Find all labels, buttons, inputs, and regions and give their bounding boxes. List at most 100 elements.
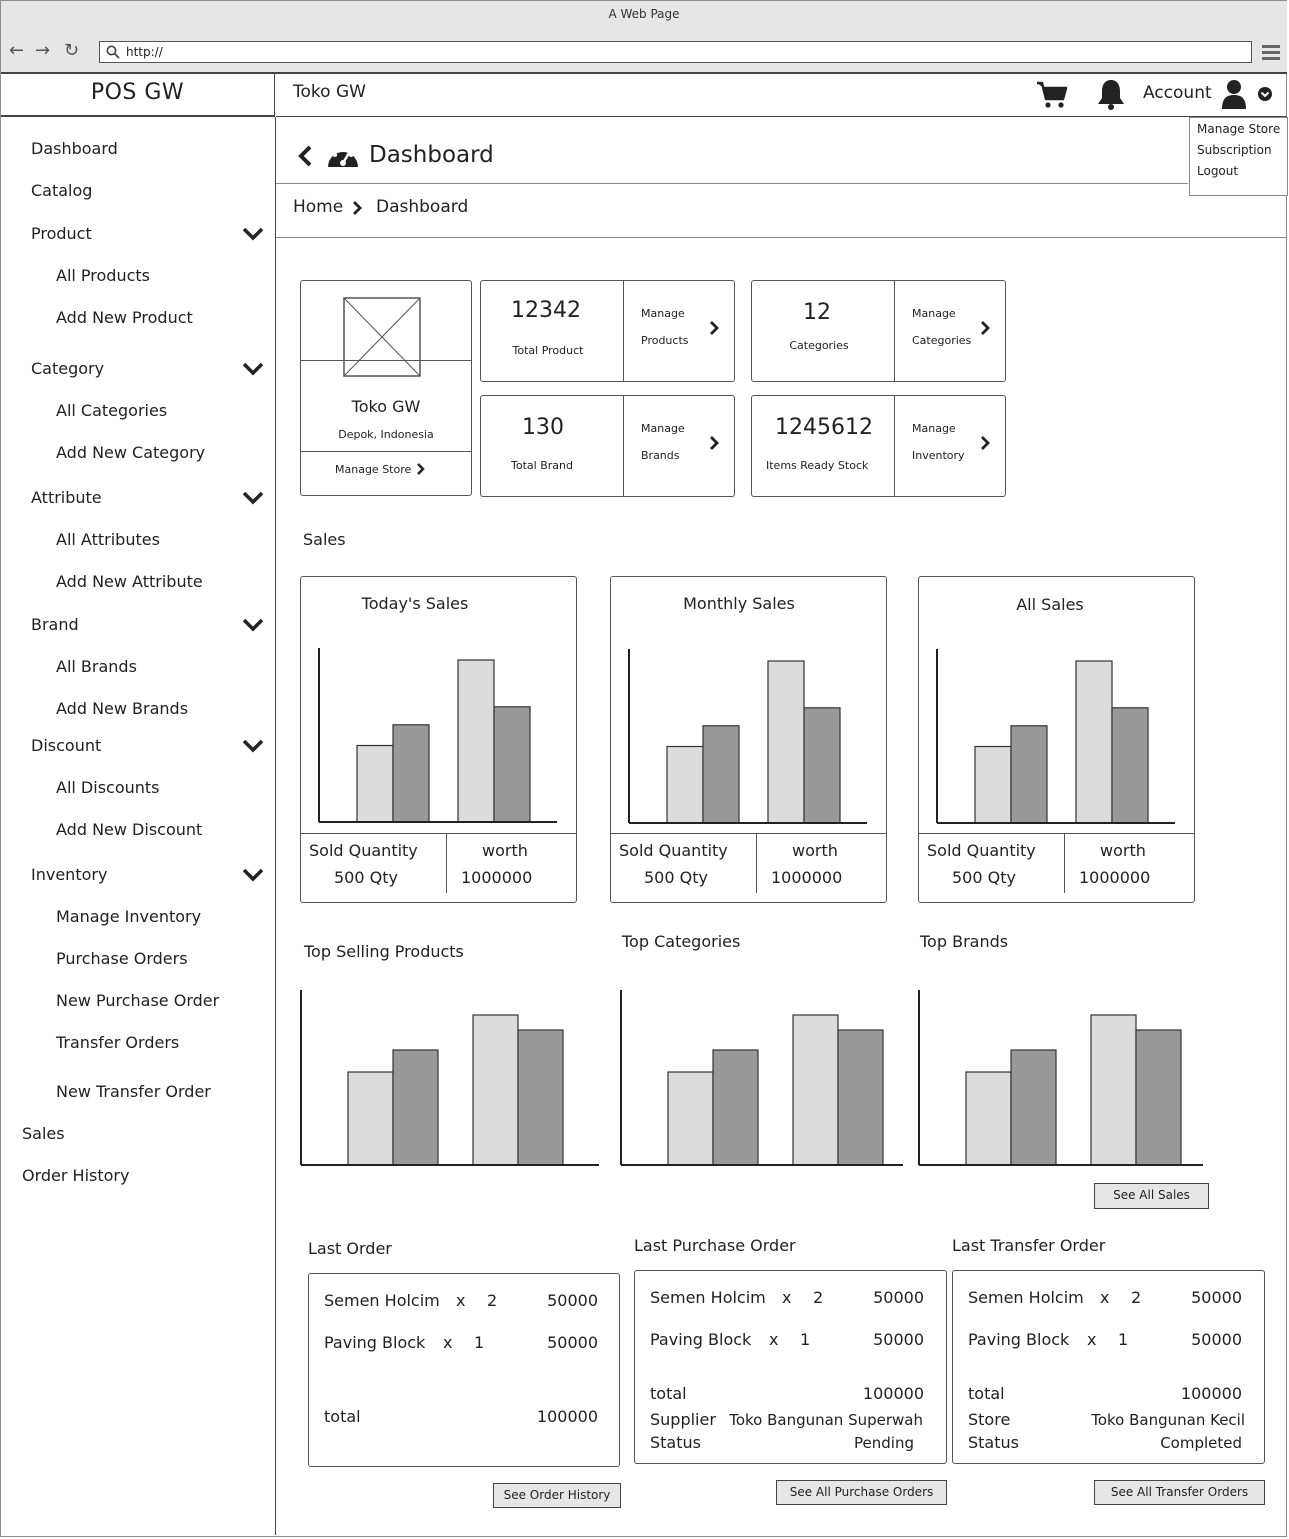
sidebar-item-brand[interactable]: Brand <box>31 615 79 634</box>
sales-chart-today <box>318 648 557 823</box>
order-item-name: Paving Block <box>650 1330 752 1349</box>
chevron-right-icon[interactable] <box>708 320 720 336</box>
chevron-down-icon[interactable] <box>242 490 264 506</box>
hamburger-icon[interactable] <box>1262 45 1280 63</box>
store-card-divider <box>300 451 472 452</box>
manage-store-link[interactable]: Manage Store <box>335 463 412 476</box>
sidebar-item-add-new-brands[interactable]: Add New Brands <box>56 699 189 718</box>
chevron-right-icon[interactable] <box>979 435 991 451</box>
sidebar-item-purchase-orders[interactable]: Purchase Orders <box>56 949 188 968</box>
header-divider <box>276 183 1188 184</box>
stat-link-line2[interactable]: Inventory <box>912 449 965 462</box>
breadcrumb-home[interactable]: Home <box>293 197 344 217</box>
chart-bar <box>472 1014 519 1166</box>
menu-item-manage-store[interactable]: Manage Store <box>1197 122 1281 136</box>
see-all-purchase-orders-button[interactable]: See All Purchase Orders <box>776 1480 947 1505</box>
sidebar-item-add-new-attribute[interactable]: Add New Attribute <box>56 572 203 591</box>
chevron-left-icon[interactable] <box>296 144 314 168</box>
menu-item-subscription[interactable]: Subscription <box>1197 143 1272 157</box>
stat-card-products <box>480 280 735 382</box>
chart-bar <box>1090 1014 1137 1166</box>
chevron-right-icon[interactable] <box>416 462 426 476</box>
stat-value: 1245612 <box>775 415 873 440</box>
store-card-location: Depok, Indonesia <box>338 428 434 441</box>
stat-card-inventory <box>751 395 1006 497</box>
order-item-qty: 1 <box>800 1330 811 1349</box>
sidebar-item-all-discounts[interactable]: All Discounts <box>56 778 160 797</box>
stat-value: 130 <box>522 415 564 440</box>
stat-link-line2[interactable]: Products <box>641 334 689 347</box>
chart-bar <box>803 707 841 824</box>
image-placeholder-icon <box>343 297 421 377</box>
order-item-name: Semen Holcim <box>650 1288 766 1307</box>
bell-icon[interactable] <box>1096 78 1126 111</box>
sidebar-item-transfer-orders[interactable]: Transfer Orders <box>56 1033 180 1052</box>
stat-link-line1[interactable]: Manage <box>641 422 685 435</box>
supplier-label: Supplier <box>650 1410 716 1429</box>
stat-card-divider <box>894 396 895 496</box>
order-item-qty: 2 <box>813 1288 824 1307</box>
status-label: Status <box>650 1433 701 1452</box>
chevron-down-icon[interactable] <box>1257 86 1273 102</box>
chevron-right-icon[interactable] <box>708 435 720 451</box>
sidebar <box>1 117 276 1535</box>
sidebar-item-new-transfer-order[interactable]: New Transfer Order <box>56 1082 211 1101</box>
menu-item-logout[interactable]: Logout <box>1197 164 1239 178</box>
sidebar-item-catalog[interactable]: Catalog <box>31 181 93 200</box>
sidebar-item-add-new-discount[interactable]: Add New Discount <box>56 820 203 839</box>
chevron-down-icon[interactable] <box>242 226 264 242</box>
chevron-down-icon[interactable] <box>242 361 264 377</box>
sidebar-item-add-new-product[interactable]: Add New Product <box>56 308 193 327</box>
chevron-down-icon[interactable] <box>242 617 264 633</box>
sidebar-item-all-attributes[interactable]: All Attributes <box>56 530 160 549</box>
sidebar-item-manage-inventory[interactable]: Manage Inventory <box>56 907 202 926</box>
chart-bar <box>356 744 394 823</box>
sidebar-item-inventory[interactable]: Inventory <box>31 865 108 884</box>
url-field[interactable]: http:// <box>99 41 1252 63</box>
sidebar-item-discount[interactable]: Discount <box>31 736 102 755</box>
forward-icon[interactable]: → <box>35 40 51 61</box>
chevron-down-icon[interactable] <box>242 867 264 883</box>
see-all-sales-button[interactable]: See All Sales <box>1094 1183 1209 1209</box>
window-title: A Web Page <box>1 1 1287 32</box>
sidebar-item-all-categories[interactable]: All Categories <box>56 401 168 420</box>
back-icon[interactable]: ← <box>9 40 25 61</box>
status-value: Pending <box>854 1434 914 1452</box>
sidebar-item-product[interactable]: Product <box>31 224 92 243</box>
see-all-transfer-orders-button[interactable]: See All Transfer Orders <box>1094 1480 1265 1505</box>
worth-value: 1000000 <box>1079 868 1151 887</box>
reload-icon[interactable]: ↻ <box>64 40 80 61</box>
last-order-title: Last Order <box>308 1239 392 1258</box>
last-order-card <box>308 1273 620 1467</box>
sidebar-item-add-new-category[interactable]: Add New Category <box>56 443 206 462</box>
sidebar-item-sales[interactable]: Sales <box>22 1124 65 1143</box>
stat-link-line2[interactable]: Categories <box>912 334 972 347</box>
sales-card-all <box>918 576 1195 903</box>
account-label[interactable]: Account <box>1143 83 1212 103</box>
sidebar-item-all-products[interactable]: All Products <box>56 266 151 285</box>
user-icon[interactable] <box>1221 79 1247 110</box>
sidebar-item-new-purchase-order[interactable]: New Purchase Order <box>56 991 220 1010</box>
sidebar-item-category[interactable]: Category <box>31 359 105 378</box>
stat-link-line1[interactable]: Manage <box>912 422 956 435</box>
sidebar-item-order-history[interactable]: Order History <box>22 1166 130 1185</box>
see-order-history-button[interactable]: See Order History <box>493 1483 621 1508</box>
chevron-right-icon[interactable] <box>979 320 991 336</box>
store-card-divider <box>300 360 472 361</box>
sidebar-item-all-brands[interactable]: All Brands <box>56 657 137 676</box>
top-brands-chart <box>918 990 1203 1166</box>
stat-link-line1[interactable]: Manage <box>912 307 956 320</box>
order-item-x: x <box>769 1330 779 1349</box>
chart-bar <box>837 1029 884 1166</box>
cart-icon[interactable] <box>1036 80 1068 110</box>
chevron-down-icon[interactable] <box>242 738 264 754</box>
sidebar-item-dashboard[interactable]: Dashboard <box>31 139 118 158</box>
stat-label: Total Brand <box>511 459 573 472</box>
worth-value: 1000000 <box>771 868 843 887</box>
sidebar-item-attribute[interactable]: Attribute <box>31 488 102 507</box>
stat-link-line2[interactable]: Brands <box>641 449 680 462</box>
sales-card-divider <box>1064 834 1065 893</box>
status-value: Completed <box>1160 1434 1242 1452</box>
stat-link-line1[interactable]: Manage <box>641 307 685 320</box>
